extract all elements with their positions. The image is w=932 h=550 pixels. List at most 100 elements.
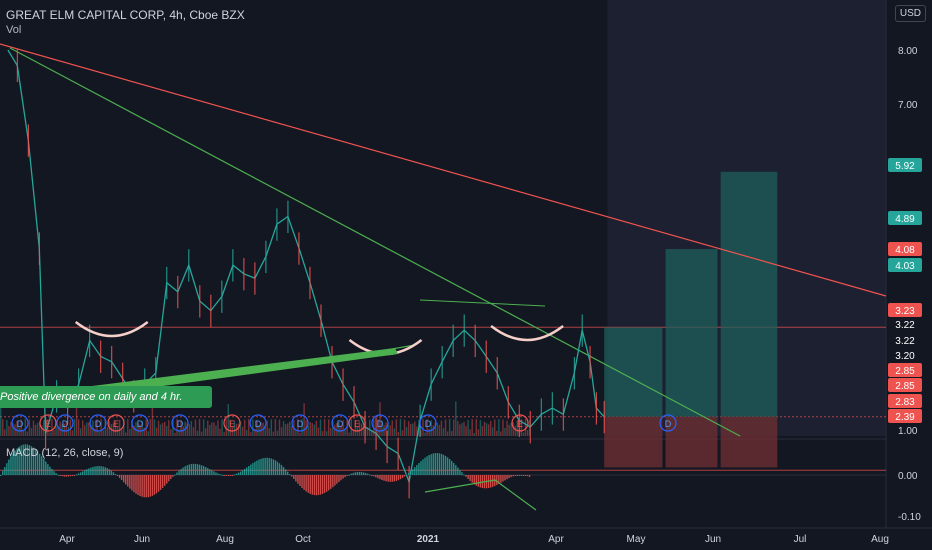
price-badge [888,333,922,347]
volume-bar [352,429,354,436]
macd-bar [389,475,391,482]
volume-bar [166,425,168,436]
volume-bar [34,424,37,436]
macd-bar [366,473,369,475]
macd-bar [260,458,262,475]
volume-bar [28,419,31,436]
volume-bar [106,427,108,436]
macd-bar [36,451,39,475]
macd-bar [151,475,154,496]
volume-bar [0,407,2,436]
macd-bar [477,475,480,487]
macd-bar [12,453,14,475]
macd-bar [94,466,96,475]
macd-bar [514,475,516,476]
currency-button[interactable]: USD [894,5,926,22]
macd-bar [88,468,90,475]
volume-bar [239,421,242,436]
volume-bar [188,424,190,436]
macd-bar [231,475,234,476]
volume-bar [26,431,29,436]
macd-bar [106,468,108,475]
volume-bar [385,422,387,436]
volume-bar [36,422,39,436]
volume-bar [246,430,248,436]
macd-bar [123,475,125,483]
price-badge-text: 4.08 [895,245,915,256]
price-badge-text: 2.83 [895,397,915,408]
volume-bar [369,419,371,436]
event-marker: D [371,414,389,432]
macd-bar [235,473,238,475]
volume-bar [395,419,398,436]
volume-bar [168,420,170,436]
macd-bar [295,475,297,482]
volume-bar [416,426,418,436]
macd-bar [100,466,102,475]
volume-bar [334,424,336,436]
volume-bar [375,431,377,436]
macd-bar [205,467,207,475]
volume-bar [496,430,498,436]
macd-bar [246,467,248,475]
volume-bar [65,421,67,436]
macd-bar [133,475,135,493]
event-marker-circle [348,414,366,432]
macd-bar [168,475,170,482]
macd-bar [498,475,500,484]
volume-bar [280,427,283,436]
macd-bar [268,457,270,475]
macd-bar [520,474,523,476]
price-badge-text: 3.22 [895,336,915,347]
volume-bar [471,419,473,436]
macd-bar [127,475,129,487]
event-marker: E [348,414,366,432]
macd-bar [4,467,6,475]
macd-bar [373,475,375,477]
macd-bar [159,475,162,490]
macd-bar [418,463,420,475]
macd-bar [496,475,498,486]
macd-bar [301,475,303,489]
volume-bar [161,423,164,436]
macd-bar [55,473,57,475]
macd-bar [455,465,457,475]
target-box [604,327,663,417]
volume-bar [440,420,443,436]
macd-bar [254,461,256,475]
volume-bar [217,420,219,436]
macd-bar [352,472,354,475]
volume-bar [451,430,453,436]
volume-bar [393,428,395,436]
volume-bar [94,428,96,436]
volume-bar [211,422,213,436]
volume-bar [139,424,141,436]
macd-bar [16,448,18,475]
volume-bar [436,422,439,436]
macd-bar [137,475,139,496]
volume-bar [307,425,309,436]
event-marker: E [107,414,125,432]
volume-bar [354,419,357,436]
event-marker: D [331,414,349,432]
volume-bar [276,430,279,436]
volume-bar [151,405,154,436]
macd-bar [96,466,98,475]
volume-bar [366,427,369,436]
volume-bar [157,420,160,436]
volume-bar [403,419,406,436]
volume-bar [444,419,447,436]
volume-bar [16,420,18,436]
volume-bar [98,431,100,436]
volume-bar [377,419,379,436]
volume-bar [502,419,504,436]
event-marker-circle [659,414,677,432]
volume-bar [88,422,90,436]
volume-bar [319,419,322,436]
macd-bar [342,475,344,479]
volume-bar [342,420,344,436]
macd-bar [200,465,203,475]
macd-bar [377,475,379,479]
macd-bar [420,461,422,475]
